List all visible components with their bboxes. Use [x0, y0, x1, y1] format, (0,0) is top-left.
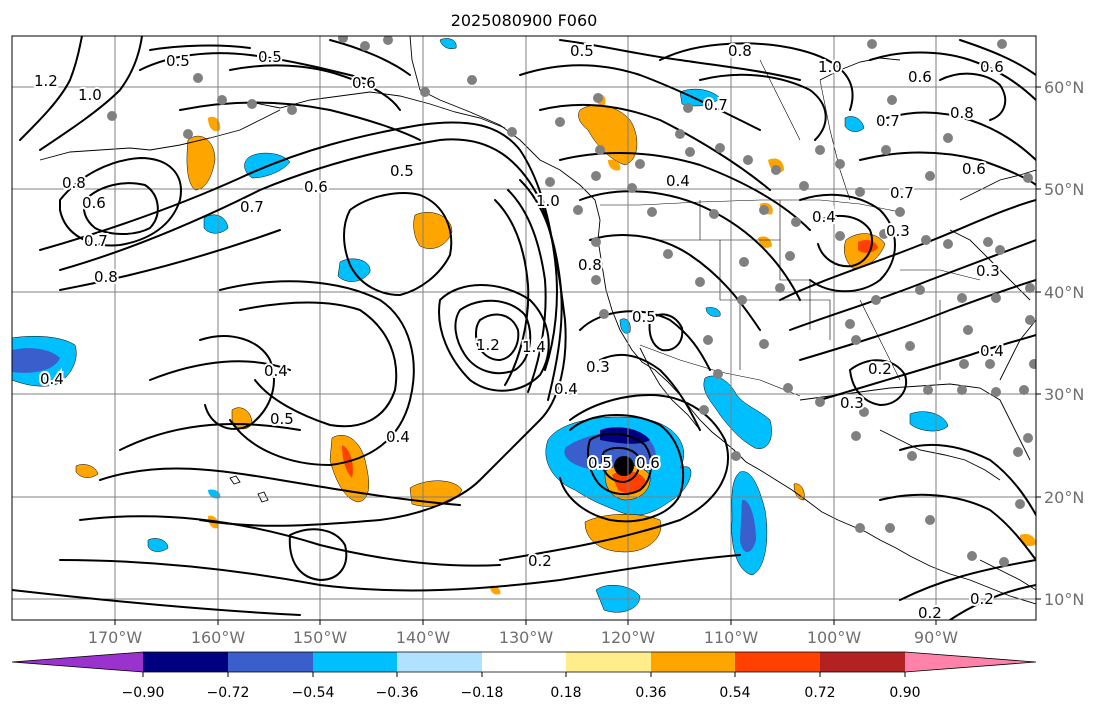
- contour-label: 0.6: [82, 194, 106, 212]
- contour-label: 0.5: [588, 454, 612, 472]
- longitude-labels: 170°W 160°W 150°W 140°W 130°W 120°W 110°…: [88, 628, 958, 647]
- contour-label: 0.2: [868, 360, 892, 378]
- longitude-label: 120°W: [601, 628, 656, 647]
- contour-label: 0.2: [970, 590, 994, 608]
- contour-label: 0.8: [728, 42, 752, 60]
- colorbar-segment: [905, 652, 1036, 672]
- colorbar: −0.90 −0.72 −0.54 −0.36 −0.18 0.18 0.36 …: [11, 651, 1037, 701]
- contour-label: 0.7: [240, 198, 264, 216]
- contour-label: 0.7: [890, 184, 914, 202]
- contour-label: 0.6: [304, 178, 328, 196]
- contour-label: 0.5: [390, 162, 414, 180]
- longitude-label: 160°W: [191, 628, 246, 647]
- colorbar-segment: [12, 652, 143, 672]
- colorbar-tick-label: 0.18: [550, 685, 581, 701]
- contour-label: 0.3: [586, 358, 610, 376]
- colorbar-segment: [228, 652, 313, 672]
- contour-label: 0.6: [908, 68, 932, 86]
- map-panel: 0.5 0.5 0.6 0.5 0.8 1.0 0.6 0.7 0.8 1.2 …: [12, 36, 1036, 622]
- colorbar-segment: [313, 652, 397, 672]
- map-title: 2025080900 F060: [451, 11, 598, 30]
- longitude-label: 100°W: [807, 628, 862, 647]
- colorbar-tick-label: 0.36: [635, 685, 666, 701]
- colorbar-segment: [143, 652, 228, 672]
- contour-label: 0.3: [976, 262, 1000, 280]
- colorbar-tick-label: 0.72: [804, 685, 835, 701]
- longitude-label: 170°W: [88, 628, 143, 647]
- latitude-label: 60°N: [1044, 78, 1084, 97]
- longitude-label: 110°W: [704, 628, 759, 647]
- colorbar-segment: [397, 652, 482, 672]
- colorbar-tick-label: 0.90: [889, 685, 920, 701]
- contour-label: 1.0: [818, 58, 842, 76]
- colorbar-tick-label: −0.72: [207, 685, 250, 701]
- contour-label: 0.5: [258, 48, 282, 66]
- contour-label: 0.4: [40, 370, 64, 388]
- contour-label: 0.2: [528, 552, 552, 570]
- contour-label: 0.5: [570, 42, 594, 60]
- contour-label: 0.7: [84, 232, 108, 250]
- contour-label: 0.4: [980, 342, 1004, 360]
- contour-label: 0.7: [704, 96, 728, 114]
- contour-label: 0.5: [632, 308, 656, 326]
- contour-label: 0.3: [886, 222, 910, 240]
- shaded-anomaly-regions: [12, 38, 1036, 613]
- contour-label: 0.8: [578, 256, 602, 274]
- colorbar-tick-label: −0.54: [292, 685, 335, 701]
- contour-label: 0.5: [166, 52, 190, 70]
- colorbar-segment: [735, 652, 820, 672]
- contour-label: 1.2: [476, 336, 500, 354]
- map-border: [11, 35, 1037, 621]
- longitude-label: 130°W: [499, 628, 554, 647]
- contour-label: 0.8: [94, 268, 118, 286]
- contour-label: 0.5: [270, 410, 294, 428]
- latitude-label: 20°N: [1044, 488, 1084, 507]
- colorbar-tick-label: 0.54: [719, 685, 750, 701]
- contour-lines: [12, 36, 1036, 620]
- contour-label: 0.4: [386, 428, 410, 446]
- contour-label: 0.7: [876, 112, 900, 130]
- colorbar-tick-label: −0.18: [461, 685, 504, 701]
- contour-label: 0.4: [812, 208, 836, 226]
- gridlines: [12, 36, 1036, 620]
- contour-label: 0.6: [352, 74, 376, 92]
- contour-label: 0.6: [962, 160, 986, 178]
- latitude-label: 30°N: [1044, 385, 1084, 404]
- latitude-label: 10°N: [1044, 590, 1084, 609]
- colorbar-segment: [651, 652, 735, 672]
- contour-label: 1.4: [522, 338, 546, 356]
- contour-label: 0.6: [636, 454, 660, 472]
- contour-label: 1.2: [34, 72, 58, 90]
- contour-labels: 0.5 0.5 0.6 0.5 0.8 1.0 0.6 0.7 0.8 1.2 …: [32, 40, 1006, 622]
- longitude-label: 150°W: [293, 628, 348, 647]
- longitude-label: 90°W: [914, 628, 958, 647]
- contour-label: 0.3: [840, 394, 864, 412]
- contour-label: 1.0: [536, 192, 560, 210]
- latitude-label: 50°N: [1044, 180, 1084, 199]
- colorbar-segment: [820, 652, 905, 672]
- axis-ticks: [114, 86, 1041, 625]
- latitude-label: 40°N: [1044, 283, 1084, 302]
- colorbar-tick-label: −0.90: [122, 685, 165, 701]
- longitude-label: 140°W: [396, 628, 451, 647]
- contour-label: 0.4: [264, 362, 288, 380]
- contour-label: 0.2: [918, 604, 942, 622]
- latitude-labels: 60°N 50°N 40°N 30°N 20°N 10°N: [1044, 78, 1084, 609]
- station-dots: [107, 36, 1036, 567]
- contour-label: 0.6: [980, 58, 1004, 76]
- contour-label: 0.4: [554, 380, 578, 398]
- contour-label: 1.0: [78, 86, 102, 104]
- colorbar-tick-label: −0.36: [376, 685, 419, 701]
- colorbar-segment: [482, 652, 566, 672]
- contour-label: 0.8: [62, 174, 86, 192]
- contour-label: 0.8: [950, 104, 974, 122]
- contour-label: 0.4: [666, 172, 690, 190]
- colorbar-segment: [566, 652, 651, 672]
